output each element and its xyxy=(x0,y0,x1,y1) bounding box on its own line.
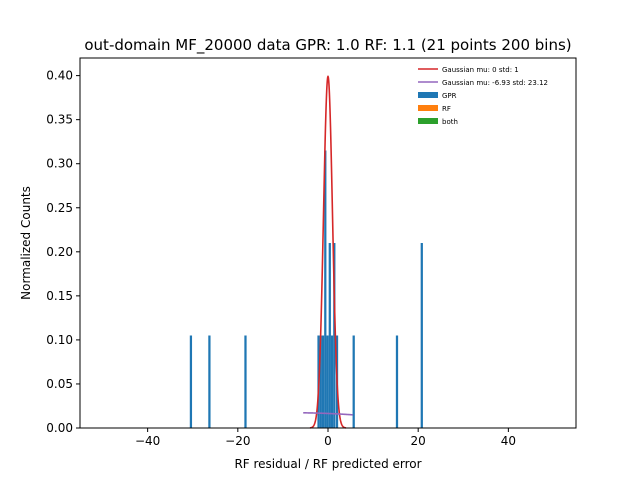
gaussian-curve-1 xyxy=(303,412,353,416)
bar-gpr-14 xyxy=(420,243,423,428)
legend-label-1: Gaussian mu: -6.93 std: 23.12 xyxy=(442,79,548,87)
y-tick-label-3: 0.15 xyxy=(46,289,73,303)
x-axis-label: RF residual / RF predicted error xyxy=(234,457,421,471)
y-tick-label-8: 0.40 xyxy=(46,69,73,83)
y-tick-label-4: 0.20 xyxy=(46,245,73,259)
x-tick-label-1: −20 xyxy=(225,434,250,448)
plot-layer xyxy=(189,75,423,429)
legend-label-2: GPR xyxy=(442,92,457,100)
bar-gpr-7 xyxy=(326,335,329,428)
bar-gpr-4 xyxy=(319,335,322,428)
y-axis: 0.00 0.05 0.10 0.15 0.20 0.25 0.30 0.35 0.40 xyxy=(46,69,80,435)
bar-gpr-10 xyxy=(333,243,336,428)
bar-gpr-1 xyxy=(208,335,211,428)
gaussian-curve-0 xyxy=(309,75,347,429)
legend-label-0: Gaussian mu: 0 std: 1 xyxy=(442,66,519,74)
legend-swatch-4 xyxy=(418,118,438,124)
x-axis: −40 −20 0 20 40 xyxy=(135,428,516,448)
y-axis-label: Normalized Counts xyxy=(19,186,33,300)
bar-gpr-2 xyxy=(244,335,247,428)
legend: Gaussian mu: 0 std: 1 Gaussian mu: -6.93 … xyxy=(418,66,548,126)
y-tick-label-1: 0.05 xyxy=(46,377,73,391)
x-tick-label-3: 20 xyxy=(411,434,426,448)
legend-label-3: RF xyxy=(442,105,451,113)
bar-gpr-6 xyxy=(324,150,327,428)
y-tick-label-6: 0.30 xyxy=(46,157,73,171)
legend-swatch-3 xyxy=(418,105,438,111)
bar-gpr-0 xyxy=(189,335,193,428)
legend-label-4: both xyxy=(442,118,458,126)
y-tick-label-5: 0.25 xyxy=(46,201,73,215)
y-tick-label-0: 0.00 xyxy=(46,421,73,435)
legend-swatch-2 xyxy=(418,92,438,98)
bar-gpr-9 xyxy=(330,335,334,428)
chart-title: out-domain MF_20000 data GPR: 1.0 RF: 1.… xyxy=(84,36,571,55)
bar-gpr-8 xyxy=(328,243,331,428)
x-tick-label-2: 0 xyxy=(324,434,332,448)
bar-gpr-12 xyxy=(352,335,355,428)
y-tick-label-2: 0.10 xyxy=(46,333,73,347)
y-tick-label-7: 0.35 xyxy=(46,113,73,127)
x-tick-label-0: −40 xyxy=(135,434,160,448)
x-tick-label-4: 40 xyxy=(501,434,516,448)
bar-gpr-13 xyxy=(395,335,399,428)
bar-gpr-5 xyxy=(321,335,325,428)
